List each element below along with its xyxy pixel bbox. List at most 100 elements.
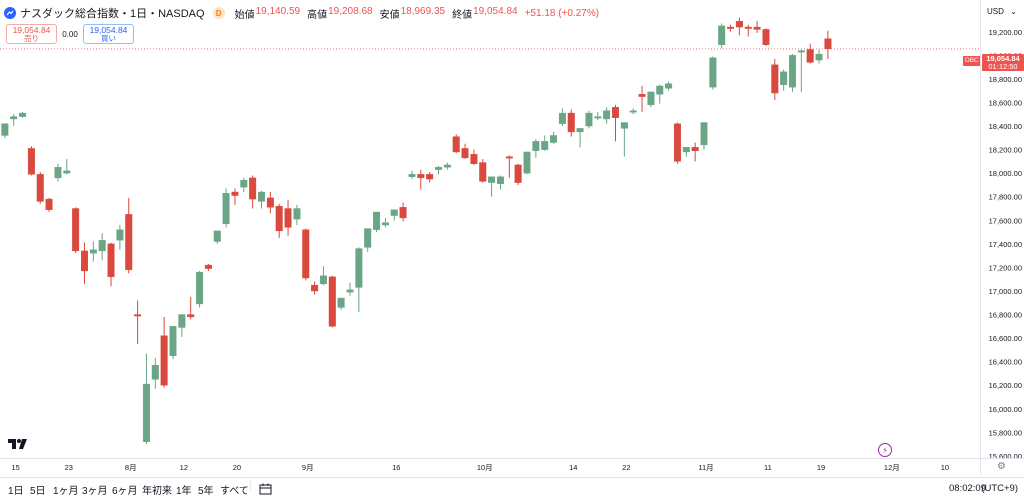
candle-body	[629, 110, 637, 113]
candle-body	[373, 211, 381, 230]
time-axis[interactable]: 15 23 8月 12 20 9月 16 10月 14 22 11月 11 19 12月 10	[0, 458, 980, 475]
range-button-1m[interactable]: 1ヶ月	[53, 486, 79, 497]
candle	[142, 353, 150, 445]
timezone-selector[interactable]: (UTC+9)	[981, 483, 1018, 494]
candle	[275, 203, 283, 238]
candle	[647, 91, 655, 108]
candle-body	[665, 83, 673, 89]
sell-price: 19,054.84	[12, 24, 51, 35]
candle-body	[417, 174, 425, 179]
currency-selector[interactable]: USD ⌄	[984, 5, 1020, 18]
tradingview-logo-icon[interactable]	[8, 438, 28, 450]
candle	[169, 326, 177, 360]
candle	[815, 49, 823, 64]
candle-body	[302, 229, 310, 279]
candle-body	[461, 148, 469, 159]
chevron-down-icon: ⌄	[1010, 7, 1017, 16]
range-button-1d[interactable]: 1日	[8, 486, 24, 497]
lightning-icon[interactable]: ⚡	[878, 443, 892, 457]
candle-body	[532, 141, 540, 151]
range-button-5y[interactable]: 5年	[198, 486, 214, 497]
gear-icon[interactable]: ⚙	[997, 461, 1006, 472]
candle	[125, 197, 133, 274]
candle	[222, 188, 230, 228]
candle	[523, 151, 531, 175]
range-button-all[interactable]: すべて	[220, 486, 249, 497]
candle-body	[718, 25, 726, 45]
candle	[1, 123, 9, 138]
candlestick-chart[interactable]	[0, 0, 980, 458]
candle-body	[98, 240, 106, 252]
candle-body	[541, 141, 549, 150]
candle	[54, 163, 62, 182]
market-status-badge[interactable]: D	[212, 7, 225, 19]
candle-body	[762, 29, 770, 45]
candle-body	[682, 147, 690, 153]
candle	[620, 122, 628, 157]
range-button-5d[interactable]: 5日	[30, 486, 46, 497]
candle	[116, 224, 124, 250]
candle-body	[178, 314, 186, 328]
candle-body	[89, 249, 97, 254]
candle	[45, 197, 53, 213]
time-tick-label: 15	[12, 463, 20, 472]
candle	[337, 297, 345, 310]
candle	[213, 230, 221, 244]
candle	[311, 281, 319, 295]
symbol-logo-icon[interactable]	[4, 7, 16, 19]
candle	[762, 28, 770, 46]
candle-body	[567, 112, 575, 133]
candle	[505, 155, 513, 178]
price-tick-label: 17,800.00	[989, 193, 1022, 202]
bottom-toolbar: 1日 5日 1ヶ月 3ヶ月 6ヶ月 年初来 1年 5年 すべて | 08:02:…	[0, 477, 1024, 502]
range-button-1y[interactable]: 1年	[176, 486, 192, 497]
candle-body	[780, 71, 788, 85]
trade-buttons: 19,054.84 売り 0.00 19,054.84 買い	[6, 24, 134, 44]
calendar-range-icon[interactable]	[259, 483, 272, 496]
candle-body	[160, 335, 168, 386]
range-button-3m[interactable]: 3ヶ月	[82, 486, 108, 497]
price-tick-label: 15,600.00	[989, 452, 1022, 458]
price-tick-label: 17,600.00	[989, 216, 1022, 225]
time-tick-label: 12	[180, 463, 188, 472]
candle	[735, 17, 743, 36]
candle-body	[789, 55, 797, 88]
candle	[435, 166, 443, 175]
axis-settings[interactable]: ⚙	[980, 458, 1024, 475]
candle	[107, 242, 115, 287]
candle	[470, 149, 478, 165]
candle	[656, 84, 664, 104]
chart-pane[interactable]: ナスダック総合指数・1日・NASDAQ D 始値 19,140.59 高値 19,2…	[0, 0, 980, 458]
candle-body	[258, 191, 266, 202]
candle	[302, 228, 310, 281]
candle-body	[435, 167, 443, 170]
candle-body	[240, 180, 248, 188]
symbol-title[interactable]: ナスダック総合指数・1日・NASDAQ	[20, 8, 205, 20]
candle-body	[337, 297, 345, 308]
candle	[390, 209, 398, 221]
candle	[496, 175, 504, 190]
range-button-ytd[interactable]: 年初来	[142, 486, 172, 497]
candle	[576, 128, 584, 148]
time-tick-label: 10月	[477, 463, 493, 472]
candle	[231, 188, 239, 205]
price-axis[interactable]: 15,600.00 15,800.00 16,000.00 16,200.00 16,4…	[980, 0, 1024, 461]
candle-body	[45, 198, 53, 210]
sell-label: 売り	[24, 34, 39, 43]
price-tick-label: 18,400.00	[989, 122, 1022, 131]
time-tick-label: 14	[569, 463, 577, 472]
candle	[789, 54, 797, 92]
candle-body	[585, 112, 593, 127]
candle-body	[187, 314, 195, 318]
chart-legend: ナスダック総合指数・1日・NASDAQ D 始値 19,140.59 高値 19,2…	[4, 4, 599, 22]
sell-button[interactable]: 19,054.84 売り	[6, 24, 57, 44]
buy-button[interactable]: 19,054.84 買い	[83, 24, 134, 44]
ohlc-close: 終値 19,054.84	[452, 5, 518, 21]
candle-body	[673, 123, 681, 162]
candle-body	[452, 136, 460, 153]
candle	[541, 135, 549, 151]
range-button-6m[interactable]: 6ヶ月	[112, 486, 138, 497]
candle-body	[231, 191, 239, 196]
candle	[160, 316, 168, 388]
price-tick-label: 18,800.00	[989, 75, 1022, 84]
